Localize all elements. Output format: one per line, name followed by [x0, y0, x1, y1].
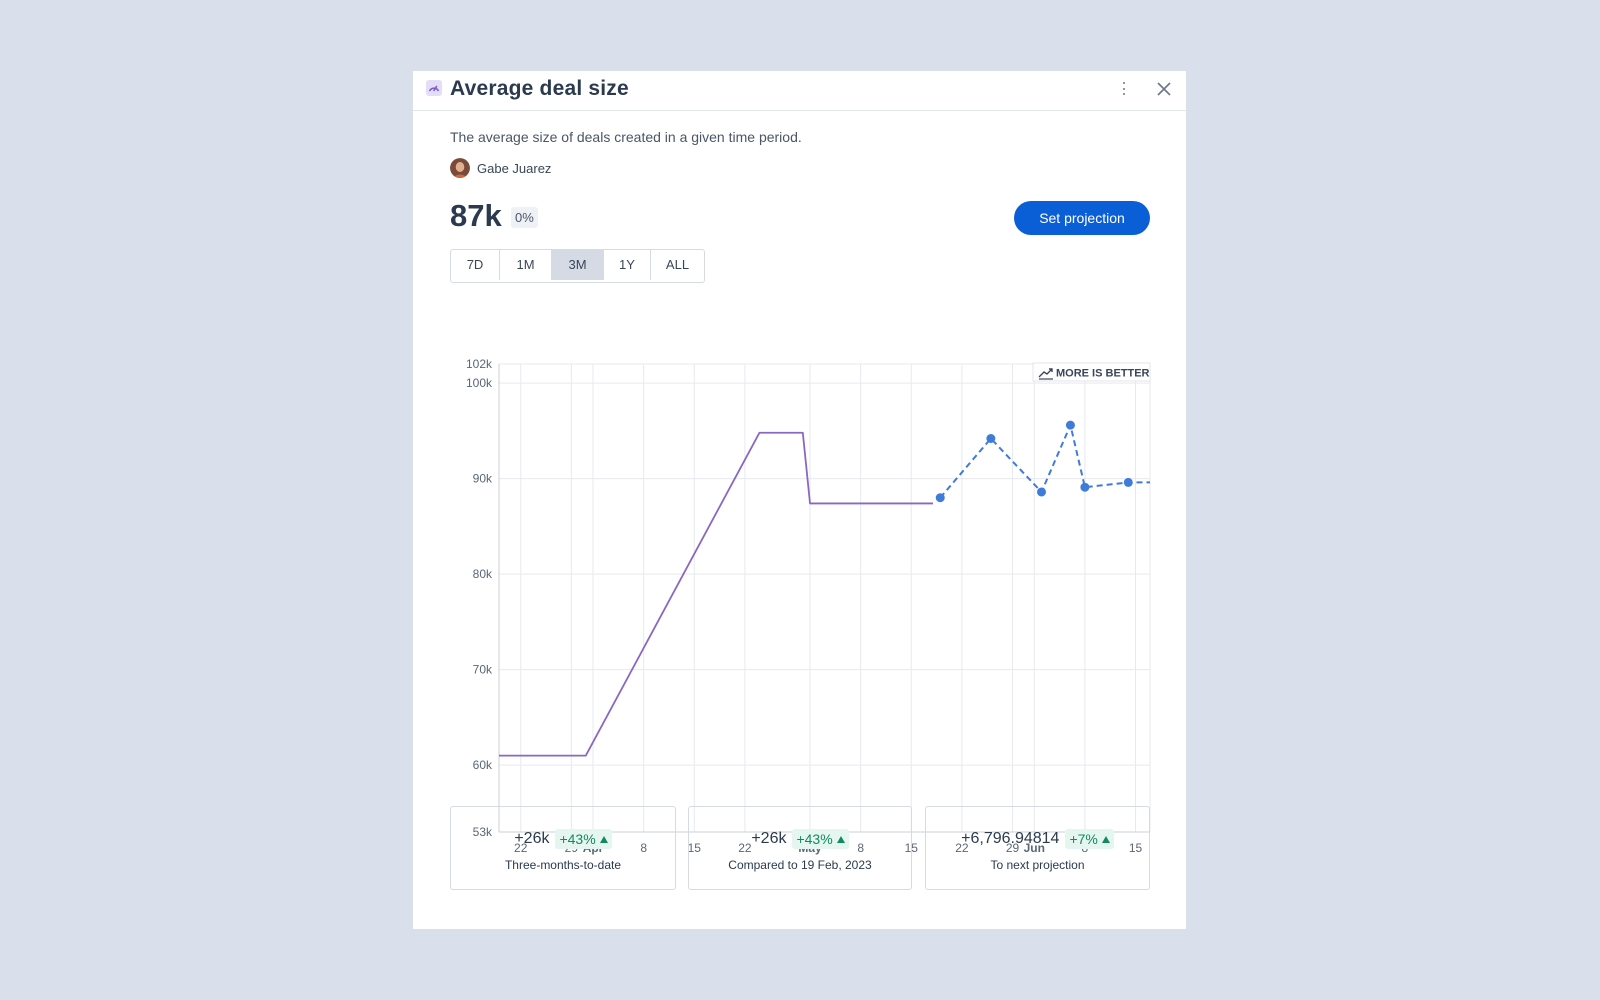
stat-change-badge: +7%	[1065, 829, 1114, 849]
y-axis-labels: 53k 60k 70k 80k 90k 100k 102k	[466, 357, 493, 839]
x-tick-label: Jun	[1024, 841, 1045, 855]
x-tick-label: 15	[688, 841, 702, 855]
x-tick-label: 8	[640, 841, 647, 855]
y-tick-label: 60k	[473, 758, 493, 772]
x-tick-label: 8	[857, 841, 864, 855]
range-all-button[interactable]: ALL	[665, 257, 690, 272]
x-tick-label: 29	[1006, 841, 1020, 855]
trend-up-icon	[1038, 368, 1053, 380]
close-icon[interactable]	[1155, 80, 1173, 98]
stat-label: Three-months-to-date	[504, 858, 622, 872]
y-tick-label: 102k	[466, 357, 493, 371]
stat-value: +26k	[514, 830, 550, 847]
stat-label: Compared to 19 Feb, 2023	[728, 858, 872, 872]
range-3m-button[interactable]: 3M	[552, 250, 604, 280]
x-tick-label: 22	[514, 841, 528, 855]
author-name: Gabe Juarez	[477, 161, 552, 176]
projection-point[interactable]	[1037, 487, 1046, 497]
stat-value: +6,796.94814	[961, 830, 1060, 847]
stat-change-badge: +43%	[555, 829, 612, 849]
chart-grid	[498, 363, 1151, 833]
x-tick-label: 15	[1129, 841, 1143, 855]
range-selector: 7D 1M 3M 1Y ALL	[450, 249, 705, 283]
y-tick-label: 53k	[473, 825, 493, 839]
projection-point[interactable]	[1123, 477, 1133, 487]
projection-point[interactable]	[986, 433, 996, 443]
range-7d-button[interactable]: 7D	[451, 250, 500, 280]
set-projection-button[interactable]: Set projection	[1014, 201, 1150, 235]
avatar	[450, 158, 470, 178]
stat-change-badge: +43%	[792, 829, 849, 849]
stat-change-value: +43%	[559, 831, 596, 847]
gauge-icon	[426, 80, 442, 96]
stat-label: To next projection	[990, 858, 1085, 872]
arrow-up-icon	[1101, 836, 1110, 843]
more-is-better-badge: MORE IS BETTER	[1032, 362, 1151, 382]
arrow-up-icon	[599, 836, 608, 843]
more-is-better-label: MORE IS BETTER	[1056, 368, 1150, 380]
stat-value: +26k	[751, 830, 787, 847]
y-tick-label: 100k	[466, 376, 493, 390]
metric-change-badge: 0%	[511, 207, 538, 228]
widget-panel: Average deal size The average size of de…	[413, 71, 1186, 929]
stat-card-next-projection: +6,796.94814 +7% To next projection	[925, 806, 1150, 890]
x-tick-label: 22	[738, 841, 752, 855]
page-title: Average deal size	[450, 77, 629, 100]
actual-line	[499, 431, 933, 757]
arrow-up-icon	[836, 836, 845, 843]
y-tick-label: 80k	[473, 567, 493, 581]
range-1y-button[interactable]: 1Y	[604, 250, 651, 280]
more-options-icon[interactable]	[1116, 79, 1132, 99]
y-tick-label: 90k	[473, 472, 493, 486]
stat-card-three-months: +26k +43% Three-months-to-date	[450, 806, 676, 890]
widget-header: Average deal size	[413, 71, 1186, 111]
stat-change-value: +7%	[1069, 831, 1098, 847]
projection-point[interactable]	[935, 493, 945, 503]
x-tick-label: 22	[955, 841, 969, 855]
range-1m-button[interactable]: 1M	[500, 250, 552, 280]
y-tick-label: 70k	[473, 663, 493, 677]
stat-card-compared: +26k +43% Compared to 19 Feb, 2023	[688, 806, 912, 890]
metric-value: 87k	[450, 198, 502, 233]
stat-change-value: +43%	[796, 831, 833, 847]
projection-point[interactable]	[1080, 482, 1090, 492]
projection-line	[939, 424, 1150, 499]
widget-description: The average size of deals created in a g…	[450, 129, 802, 145]
chart-series	[499, 420, 1150, 757]
projection-point[interactable]	[1065, 420, 1075, 430]
